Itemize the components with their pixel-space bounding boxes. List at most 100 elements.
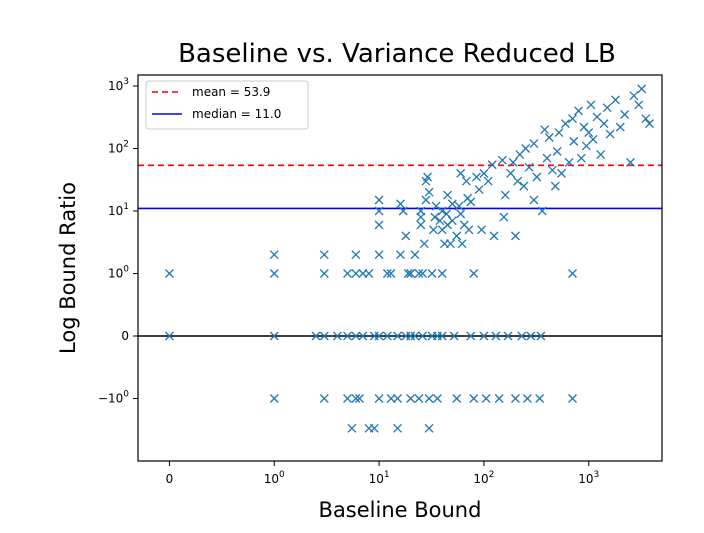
data-point <box>456 209 466 219</box>
data-point <box>592 112 602 122</box>
data-point <box>406 269 416 278</box>
data-point <box>443 190 453 200</box>
data-point <box>269 331 279 341</box>
data-point <box>311 331 321 341</box>
data-point <box>332 331 342 341</box>
data-point <box>517 331 527 341</box>
data-point <box>386 269 396 278</box>
data-point <box>456 168 466 178</box>
y-axis: 103 102 101 100 0 −100 <box>98 77 138 406</box>
chart-title: Baseline vs. Variance Reduced LB <box>178 39 616 69</box>
data-point <box>343 269 352 278</box>
data-point <box>479 168 489 178</box>
data-point <box>547 165 557 175</box>
data-point <box>406 331 416 341</box>
data-point <box>432 394 442 403</box>
data-point <box>410 250 420 260</box>
data-point <box>424 394 434 403</box>
data-point <box>487 160 497 170</box>
data-point <box>503 331 513 341</box>
data-point <box>447 216 457 226</box>
data-point <box>442 209 451 219</box>
data-point <box>629 91 639 101</box>
data-point <box>424 187 434 197</box>
data-point <box>576 153 586 163</box>
data-point <box>615 122 625 132</box>
data-point <box>437 331 447 341</box>
y-tick-label: 102 <box>108 140 129 156</box>
data-point <box>611 95 620 105</box>
data-point <box>535 394 545 403</box>
plot-area <box>138 84 662 433</box>
data-point <box>418 269 428 278</box>
data-point <box>472 172 481 182</box>
data-point <box>319 269 329 278</box>
data-point <box>483 176 493 186</box>
data-point <box>164 269 174 278</box>
data-point <box>497 155 507 165</box>
data-point <box>269 250 279 260</box>
data-point <box>437 206 447 216</box>
data-point <box>550 181 560 191</box>
data-point <box>351 331 361 341</box>
data-point <box>466 331 476 341</box>
data-point <box>620 110 630 119</box>
x-tick-label: 103 <box>578 470 599 486</box>
data-point <box>347 423 357 433</box>
data-point <box>343 331 352 341</box>
data-point <box>542 153 552 163</box>
data-point <box>521 144 531 153</box>
data-point <box>464 225 474 235</box>
data-point <box>355 394 364 403</box>
data-point <box>393 423 403 433</box>
data-point <box>557 168 566 178</box>
data-point <box>625 157 635 167</box>
data-point <box>544 133 554 142</box>
data-point <box>393 331 403 341</box>
data-point <box>500 190 510 200</box>
data-point <box>526 331 536 341</box>
data-point <box>602 103 612 113</box>
data-point <box>540 125 550 135</box>
data-point <box>414 394 424 403</box>
data-point <box>511 394 520 403</box>
data-point <box>536 331 546 341</box>
data-point <box>469 269 479 278</box>
data-point <box>508 157 518 167</box>
data-point <box>529 195 539 205</box>
data-point <box>369 423 379 433</box>
data-point <box>319 250 329 260</box>
plot-frame <box>137 74 663 462</box>
data-point <box>396 199 405 209</box>
legend: mean = 53.9 median = 11.0 <box>145 80 309 130</box>
data-point <box>435 216 445 226</box>
y-axis-label: Log Bound Ratio <box>56 182 80 354</box>
data-point <box>382 331 392 341</box>
data-point <box>529 139 539 149</box>
x-axis: 0 100 101 102 103 <box>166 461 599 486</box>
data-point <box>423 172 433 182</box>
data-point <box>416 220 426 230</box>
data-point <box>374 250 384 260</box>
data-point <box>586 100 596 110</box>
data-point <box>386 394 396 403</box>
data-point <box>269 394 279 403</box>
data-point <box>410 331 420 341</box>
data-point <box>532 172 542 182</box>
data-point <box>452 394 462 403</box>
data-point <box>454 201 464 211</box>
data-point <box>437 269 447 278</box>
data-point <box>588 134 598 144</box>
x-axis-label: Baseline Bound <box>319 498 482 522</box>
data-point <box>457 239 467 249</box>
data-point <box>424 423 434 433</box>
data-point <box>382 269 392 278</box>
x-tick-label: 0 <box>166 472 174 486</box>
data-point <box>398 206 408 216</box>
data-point <box>599 119 609 129</box>
data-point <box>522 394 532 403</box>
data-point <box>374 394 384 403</box>
data-point <box>164 331 174 341</box>
data-point <box>568 114 577 124</box>
data-point <box>428 225 438 235</box>
